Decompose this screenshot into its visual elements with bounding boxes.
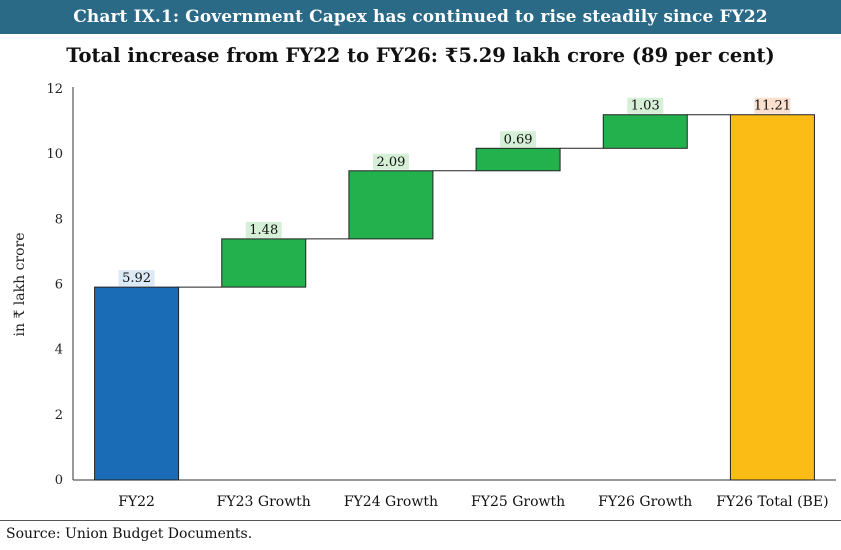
x-tick-label: FY26 Growth — [598, 494, 692, 510]
y-tick-label: 8 — [55, 212, 63, 227]
chart-axes — [72, 87, 836, 481]
data-label: 0.69 — [504, 132, 533, 147]
chart-title: Chart IX.1: Government Capex has continu… — [73, 7, 768, 27]
data-label-bg — [245, 221, 282, 238]
y-tick-label: 0 — [55, 473, 63, 488]
bar-fy26-total-be — [729, 114, 815, 481]
chart-bars — [94, 114, 815, 481]
data-label-bg — [754, 97, 791, 114]
x-tick-label: FY23 Growth — [217, 494, 311, 510]
waterfall-chart: 5.92 1.48 2.09 0.69 1.03 11.21 FY22 FY23 Growt… — [12, 82, 836, 510]
bar-fy25-growth — [475, 147, 561, 172]
data-label-bg — [627, 97, 664, 114]
chart-data-labels: 5.92 1.48 2.09 0.69 1.03 11.21 — [118, 97, 791, 287]
chart-y-tick-labels: 0 2 4 6 8 10 12 — [46, 82, 63, 488]
data-label: 11.21 — [754, 99, 791, 114]
data-label-bg — [118, 270, 155, 287]
x-tick-label: FY24 Growth — [344, 494, 438, 510]
y-tick-label: 2 — [55, 408, 63, 423]
y-tick-label: 12 — [46, 82, 63, 97]
y-tick-label: 6 — [55, 278, 63, 293]
chart-x-tick-labels: FY22 FY23 Growth FY24 Growth FY25 Growth FY2… — [118, 494, 828, 510]
data-label-bg — [500, 131, 537, 148]
data-label: 1.48 — [249, 223, 278, 238]
data-label: 2.09 — [376, 155, 405, 170]
y-axis-label: in ₹ lakh crore — [12, 232, 28, 336]
x-tick-label: FY25 Growth — [471, 494, 565, 510]
data-label: 1.03 — [631, 99, 660, 114]
source-note: Source: Union Budget Documents. — [6, 526, 253, 542]
data-label: 5.92 — [122, 271, 151, 286]
chart-subtitle: Total increase from FY22 to FY26: ₹5.29 … — [66, 44, 775, 67]
y-tick-label: 10 — [46, 147, 63, 162]
data-label-bg — [372, 153, 409, 170]
bar-fy22 — [94, 286, 180, 481]
y-tick-label: 4 — [55, 343, 63, 358]
chart-connectors — [178, 114, 731, 288]
bar-fy23-growth — [221, 238, 307, 288]
chart-header: Chart IX.1: Government Capex has continu… — [0, 0, 841, 34]
footer-divider — [0, 520, 841, 521]
x-tick-label: FY26 Total (BE) — [716, 494, 828, 510]
bar-fy26-growth — [602, 114, 688, 149]
x-tick-label: FY22 — [118, 494, 155, 510]
bar-fy24-growth — [348, 170, 434, 240]
